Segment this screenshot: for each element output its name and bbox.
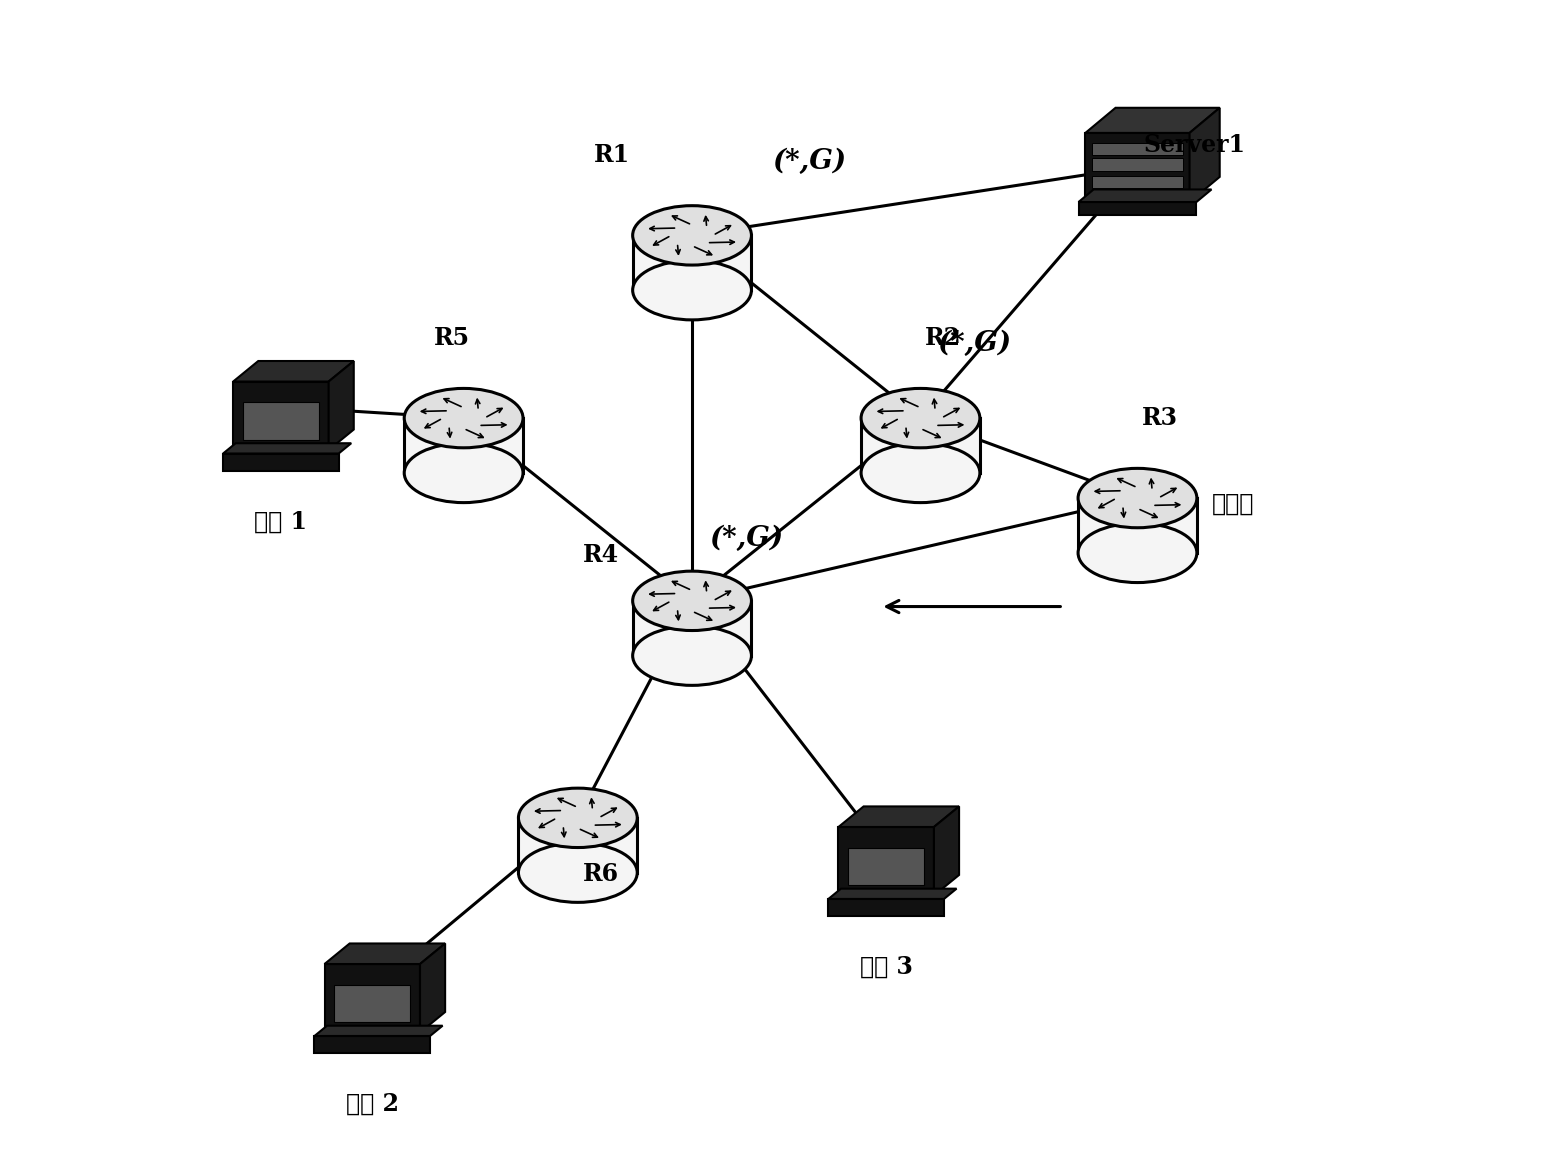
Polygon shape bbox=[324, 964, 420, 1032]
Text: R5: R5 bbox=[434, 326, 471, 349]
Ellipse shape bbox=[633, 260, 752, 320]
Polygon shape bbox=[1085, 108, 1220, 133]
Text: Server1: Server1 bbox=[1144, 133, 1246, 156]
Text: (*,G): (*,G) bbox=[709, 525, 783, 551]
Text: R2: R2 bbox=[925, 326, 962, 349]
Polygon shape bbox=[329, 361, 354, 450]
Polygon shape bbox=[222, 443, 350, 453]
Polygon shape bbox=[848, 847, 925, 885]
Text: R1: R1 bbox=[594, 143, 630, 166]
Ellipse shape bbox=[1078, 468, 1197, 528]
Ellipse shape bbox=[519, 788, 638, 847]
Ellipse shape bbox=[862, 443, 980, 503]
Polygon shape bbox=[1092, 142, 1183, 155]
Text: 主机 3: 主机 3 bbox=[860, 955, 913, 979]
Text: (*,G): (*,G) bbox=[772, 148, 846, 175]
Polygon shape bbox=[420, 943, 445, 1032]
Ellipse shape bbox=[519, 843, 638, 903]
Polygon shape bbox=[233, 361, 354, 381]
Polygon shape bbox=[633, 601, 752, 655]
Polygon shape bbox=[405, 418, 523, 473]
Text: 主机 2: 主机 2 bbox=[346, 1092, 398, 1116]
Polygon shape bbox=[222, 453, 338, 470]
Polygon shape bbox=[1092, 158, 1183, 171]
Polygon shape bbox=[1079, 202, 1197, 215]
Text: R3: R3 bbox=[1143, 406, 1178, 430]
Text: 汇聚点: 汇聚点 bbox=[1212, 491, 1254, 516]
Polygon shape bbox=[934, 807, 959, 896]
Ellipse shape bbox=[405, 388, 523, 447]
Polygon shape bbox=[1079, 190, 1212, 202]
Polygon shape bbox=[1078, 498, 1197, 553]
Text: (*,G): (*,G) bbox=[937, 331, 1011, 357]
Polygon shape bbox=[829, 899, 943, 916]
Polygon shape bbox=[1189, 108, 1220, 202]
Text: R6: R6 bbox=[582, 862, 619, 887]
Polygon shape bbox=[633, 236, 752, 290]
Polygon shape bbox=[829, 889, 957, 899]
Polygon shape bbox=[233, 381, 329, 450]
Text: R4: R4 bbox=[582, 542, 619, 566]
Ellipse shape bbox=[405, 443, 523, 503]
Polygon shape bbox=[519, 817, 638, 873]
Polygon shape bbox=[838, 807, 959, 827]
Polygon shape bbox=[242, 402, 320, 439]
Polygon shape bbox=[324, 943, 445, 964]
Ellipse shape bbox=[862, 388, 980, 447]
Polygon shape bbox=[334, 985, 411, 1022]
Ellipse shape bbox=[1078, 524, 1197, 583]
Polygon shape bbox=[838, 827, 934, 896]
Ellipse shape bbox=[633, 206, 752, 265]
Polygon shape bbox=[315, 1036, 431, 1053]
Ellipse shape bbox=[633, 625, 752, 686]
Polygon shape bbox=[1092, 176, 1183, 188]
Ellipse shape bbox=[633, 571, 752, 630]
Text: 主机 1: 主机 1 bbox=[255, 510, 307, 533]
Polygon shape bbox=[315, 1025, 443, 1036]
Polygon shape bbox=[1085, 133, 1189, 202]
Polygon shape bbox=[862, 418, 980, 473]
